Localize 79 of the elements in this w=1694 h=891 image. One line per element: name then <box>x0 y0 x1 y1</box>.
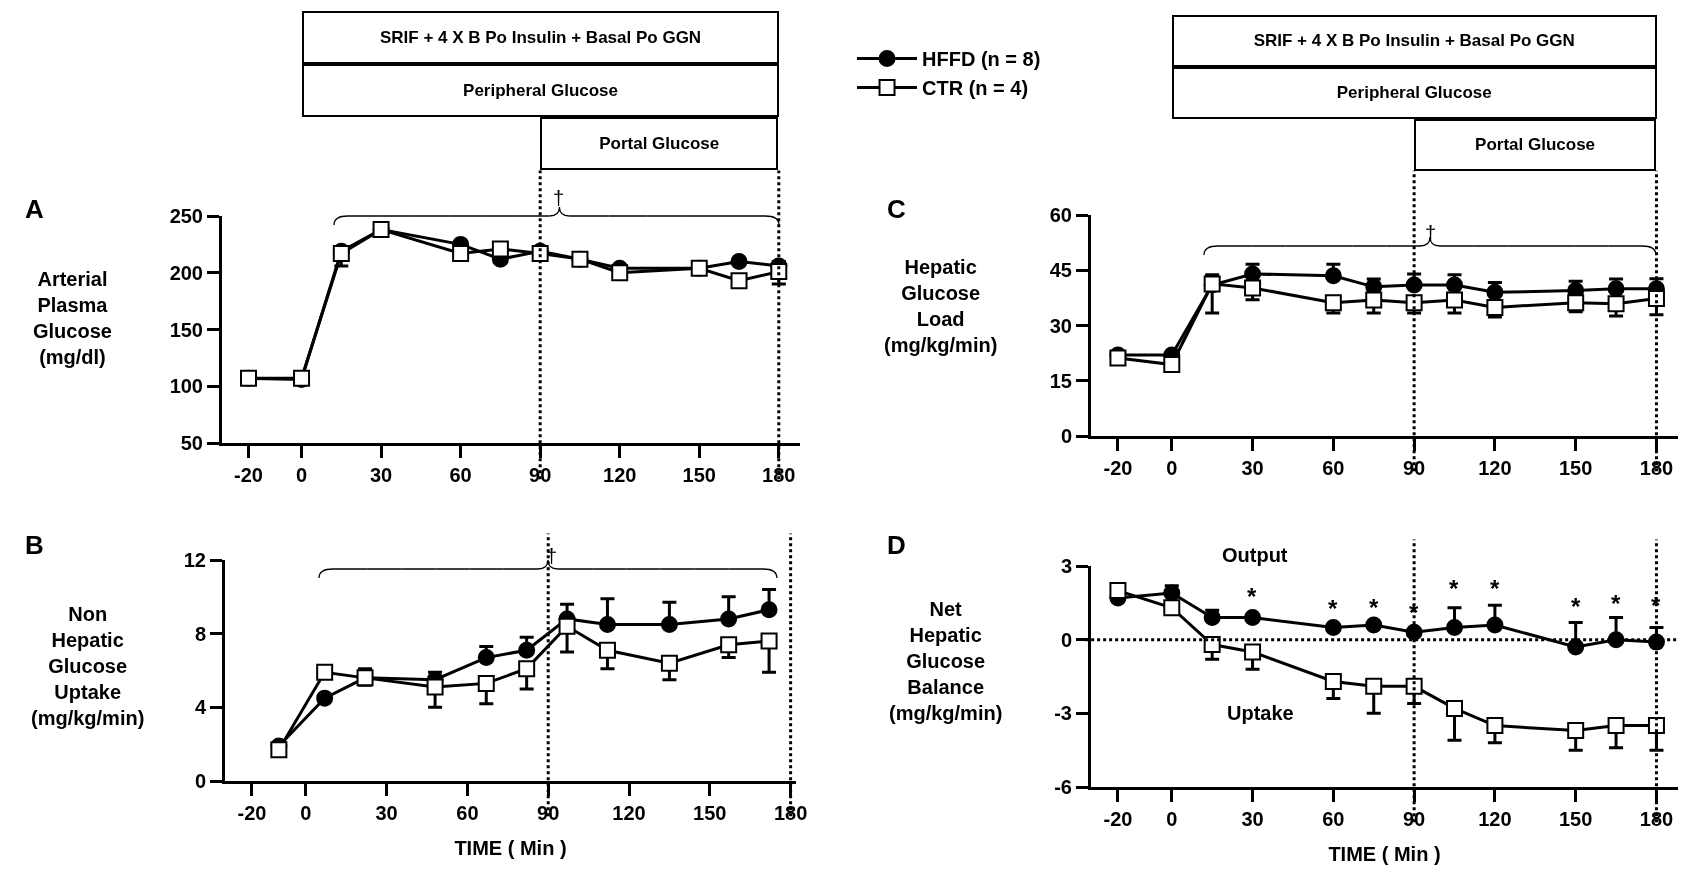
y-tick-label: 30 <box>1049 314 1072 337</box>
y-tick-label: 0 <box>1060 628 1072 651</box>
y-tick-label: 200 <box>169 261 203 284</box>
y-tick-label: -3 <box>1054 702 1072 725</box>
text: Peripheral Glucose <box>463 81 619 101</box>
x-tick-label: 0 <box>300 802 312 824</box>
text: Output <box>1222 544 1288 566</box>
x-tick-label: 90 <box>1402 457 1426 479</box>
annotation: * <box>1369 594 1379 621</box>
annotation: * <box>1247 583 1257 610</box>
y-tick-label: 50 <box>180 432 203 454</box>
x-tick-label: 90 <box>1402 808 1426 830</box>
x-tick-label: 60 <box>449 464 472 486</box>
chart-title: B <box>25 530 44 561</box>
x-tick-label: 120 <box>1478 457 1512 479</box>
y-axis-title: Arterial Plasma Glucose (mg/dl) <box>33 268 112 368</box>
x-tick-label: 180 <box>773 802 808 824</box>
y-tick-label: 45 <box>1049 259 1072 282</box>
legend-label: HFFD (n = 8) <box>922 48 1041 71</box>
y-axis-title: Net Hepatic Glucose Balance (mg/kg/min) <box>889 598 1003 724</box>
x-tick-label: 30 <box>369 464 393 486</box>
x-tick-label: 60 <box>1322 457 1345 479</box>
text: SRIF + 4 X B Po Insulin + Basal Po GGN <box>379 28 702 48</box>
legend-label: CTR (n = 4) <box>922 77 1029 100</box>
x-tick-label: 150 <box>682 464 716 486</box>
x-tick-label: 120 <box>612 802 646 824</box>
y-tick-label: 0 <box>1060 425 1072 447</box>
annotation: * <box>1449 575 1459 602</box>
x-tick-label: -20 <box>1103 457 1133 479</box>
y-tick-label: 60 <box>1049 204 1072 226</box>
x-tick-label: 150 <box>1558 808 1593 830</box>
x-tick-label: -20 <box>234 464 263 486</box>
annotation: Uptake <box>1227 702 1294 724</box>
text: Peripheral Glucose <box>1336 83 1492 103</box>
x-axis-title: TIME ( Min ) <box>1328 842 1441 865</box>
y-tick-label: 3 <box>1060 555 1072 577</box>
annotation: * <box>1611 590 1621 617</box>
annotation: † <box>546 545 558 567</box>
text: † <box>553 187 565 209</box>
x-tick-label: 180 <box>1639 808 1674 830</box>
x-tick-label: 30 <box>1241 808 1264 830</box>
annotation: * <box>1490 575 1500 602</box>
x-tick-label: 120 <box>603 464 637 486</box>
y-tick-label: 150 <box>169 318 203 341</box>
y-tick-label: 100 <box>169 375 203 398</box>
x-axis-title: TIME ( Min ) <box>454 836 567 859</box>
x-tick-label: 60 <box>456 802 479 824</box>
y-axis-title: Non Hepatic Glucose Uptake (mg/kg/min) <box>31 603 145 729</box>
x-tick-label: 180 <box>762 464 796 486</box>
x-tick-label: 150 <box>693 802 727 824</box>
y-tick-label: 12 <box>183 549 206 571</box>
x-tick-label: 0 <box>295 464 308 486</box>
x-tick-label: 0 <box>1166 457 1178 479</box>
text: Portal Glucose <box>599 134 720 154</box>
y-tick-label: -6 <box>1054 776 1072 798</box>
y-tick-label: 15 <box>1049 369 1072 392</box>
x-tick-label: 90 <box>529 464 552 486</box>
y-axis-title: Hepatic Glucose Load (mg/kg/min) <box>884 256 998 356</box>
x-tick-label: 120 <box>1478 808 1512 830</box>
x-tick-label: 150 <box>1558 457 1593 479</box>
y-tick-label: 0 <box>194 770 206 792</box>
annotation: * <box>1571 593 1581 620</box>
x-tick-label: 90 <box>537 802 560 824</box>
y-tick-label: 4 <box>194 696 207 719</box>
x-tick-label: 180 <box>1639 457 1674 479</box>
x-tick-label: 60 <box>1322 808 1345 830</box>
chart-title: C <box>887 194 906 225</box>
x-tick-label: 30 <box>1241 457 1264 479</box>
y-tick-label: 8 <box>194 622 206 645</box>
text: Portal Glucose <box>1475 135 1596 155</box>
text: SRIF + 4 X B Po Insulin + Basal Po GGN <box>1253 31 1575 51</box>
x-tick-label: -20 <box>1103 808 1133 830</box>
y-tick-label: 250 <box>169 205 203 227</box>
annotation: * <box>1328 595 1338 622</box>
x-tick-label: 0 <box>1166 808 1178 830</box>
chart-title: A <box>25 194 44 225</box>
x-tick-label: 30 <box>375 802 398 824</box>
x-tick-label: -20 <box>237 802 267 824</box>
chart-title: D <box>887 530 906 561</box>
